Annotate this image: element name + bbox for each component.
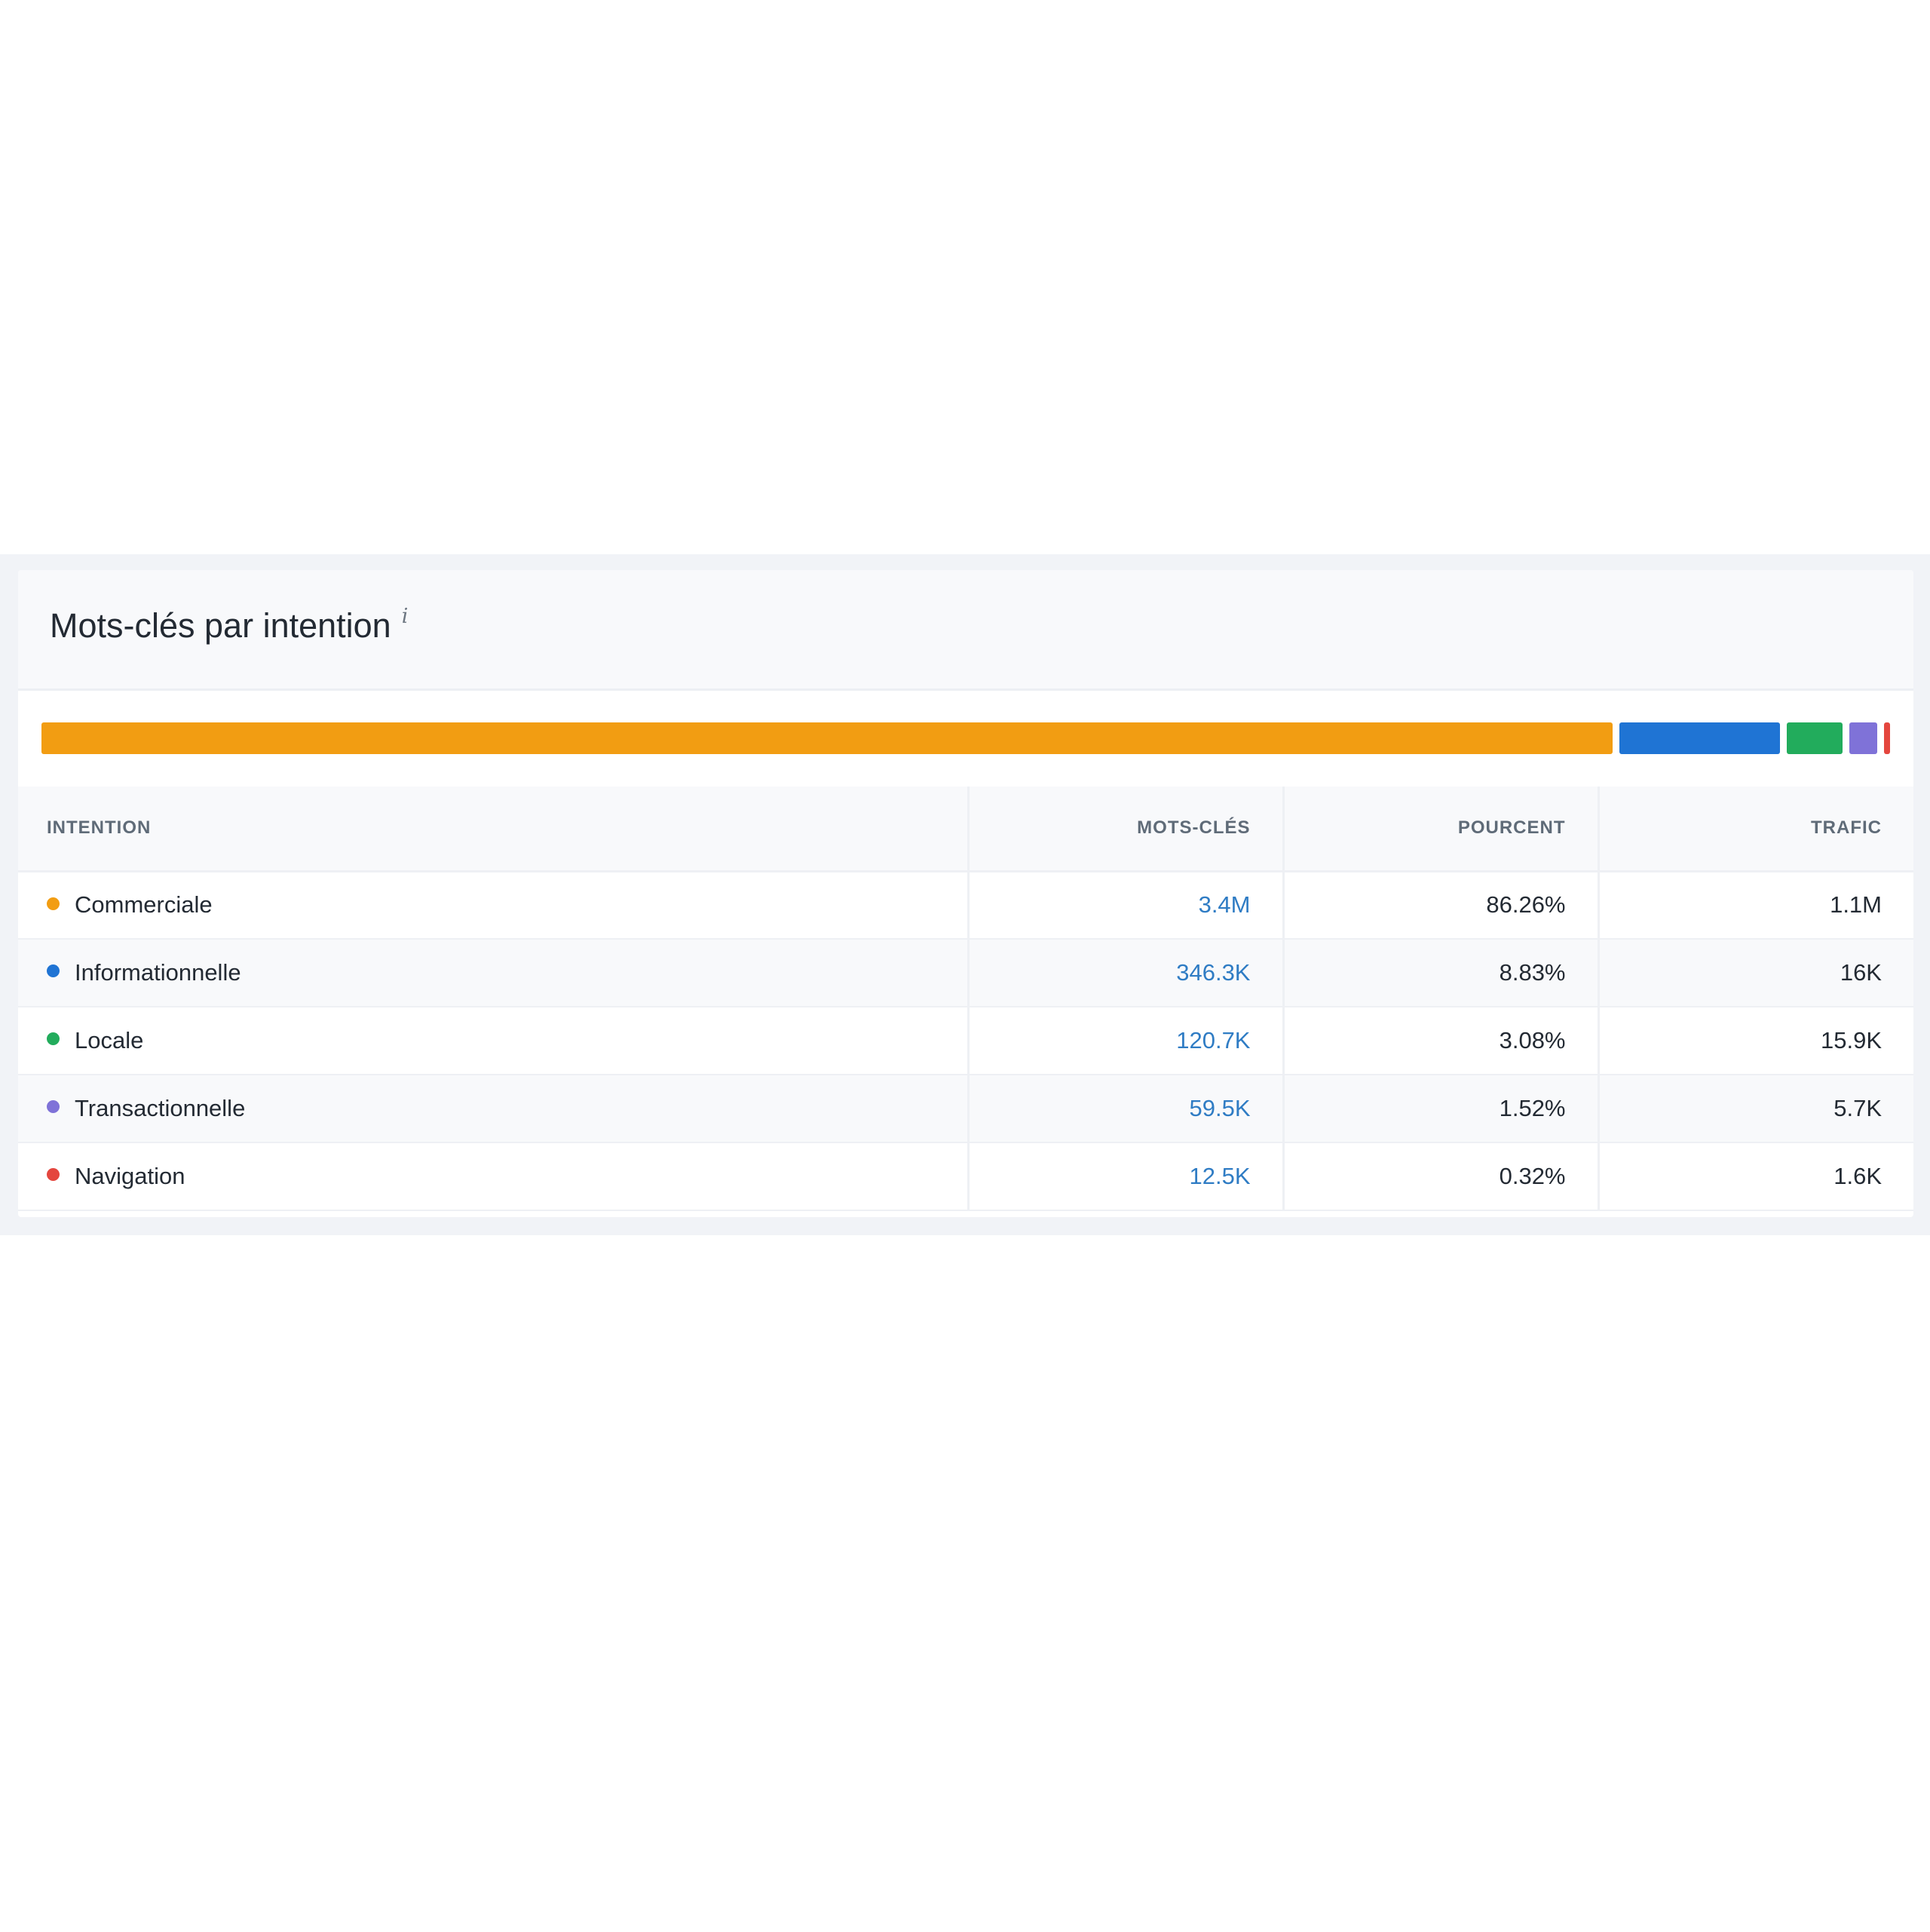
intent-name-cell: Navigation	[18, 1142, 970, 1211]
trafic-cell: 15.9K	[1598, 1007, 1913, 1075]
mots-cles-link[interactable]: 59.5K	[1189, 1095, 1251, 1121]
column-header-pourcent[interactable]: POURCENT	[1283, 787, 1600, 872]
intent-color-dot-icon	[47, 1032, 60, 1046]
table-header-row: INTENTION MOTS-CLÉS POURCENT TRAFIC	[18, 787, 1913, 872]
column-header-mots-cles[interactable]: MOTS-CLÉS	[968, 787, 1285, 872]
bar-segment-informationnelle[interactable]	[1619, 722, 1780, 754]
bar-segment-navigation[interactable]	[1884, 722, 1890, 754]
pourcent-cell: 8.83%	[1283, 939, 1600, 1007]
intent-color-dot-icon	[47, 1100, 60, 1114]
mots-cles-link[interactable]: 3.4M	[1198, 891, 1251, 918]
pourcent-cell: 3.08%	[1283, 1007, 1600, 1075]
mots-cles-cell: 120.7K	[968, 1007, 1285, 1075]
intent-color-dot-icon	[47, 1168, 60, 1182]
intent-name-cell: Locale	[18, 1007, 970, 1075]
intent-color-dot-icon	[47, 964, 60, 978]
intent-name-cell: Commerciale	[18, 871, 970, 940]
intent-distribution-bar	[41, 722, 1890, 754]
intent-name: Informationnelle	[75, 959, 241, 986]
pourcent-cell: 1.52%	[1283, 1075, 1600, 1143]
mots-cles-cell: 346.3K	[968, 939, 1285, 1007]
column-header-trafic[interactable]: TRAFIC	[1598, 787, 1913, 872]
intent-distribution-bar-area	[18, 691, 1913, 787]
card-title-text: Mots-clés par intention	[50, 606, 391, 645]
intent-name: Navigation	[75, 1163, 185, 1189]
intent-name: Transactionnelle	[75, 1095, 246, 1121]
mots-cles-cell: 12.5K	[968, 1142, 1285, 1211]
card-header: Mots-clés par intention i	[18, 570, 1913, 691]
column-header-intention[interactable]: INTENTION	[18, 787, 970, 872]
trafic-cell: 1.1M	[1598, 871, 1913, 940]
intent-name-cell: Transactionnelle	[18, 1075, 970, 1143]
mots-cles-cell: 59.5K	[968, 1075, 1285, 1143]
bar-segment-locale[interactable]	[1787, 722, 1843, 754]
table-row: Transactionnelle 59.5K 1.52% 5.7K	[18, 1075, 1913, 1143]
trafic-cell: 5.7K	[1598, 1075, 1913, 1143]
trafic-cell: 1.6K	[1598, 1142, 1913, 1211]
intent-name: Commerciale	[75, 891, 213, 918]
card-title: Mots-clés par intention i	[50, 605, 409, 646]
intent-name: Locale	[75, 1027, 144, 1053]
table-row: Locale 120.7K 3.08% 15.9K	[18, 1007, 1913, 1075]
info-icon[interactable]: i	[401, 605, 409, 628]
intent-card: Mots-clés par intention i INTENTION MOTS-…	[18, 570, 1913, 1217]
bar-segment-transactionnelle[interactable]	[1849, 722, 1877, 754]
intent-color-dot-icon	[47, 897, 60, 910]
mots-cles-link[interactable]: 12.5K	[1189, 1163, 1251, 1189]
pourcent-cell: 0.32%	[1283, 1142, 1600, 1211]
intent-name-cell: Informationnelle	[18, 939, 970, 1007]
mots-cles-link[interactable]: 120.7K	[1176, 1027, 1251, 1053]
table-row: Navigation 12.5K 0.32% 1.6K	[18, 1142, 1913, 1211]
mots-cles-cell: 3.4M	[968, 871, 1285, 940]
intent-table: INTENTION MOTS-CLÉS POURCENT TRAFIC Comm…	[18, 787, 1913, 1211]
pourcent-cell: 86.26%	[1283, 871, 1600, 940]
table-row: Commerciale 3.4M 86.26% 1.1M	[18, 871, 1913, 940]
table-row: Informationnelle 346.3K 8.83% 16K	[18, 939, 1913, 1007]
mots-cles-link[interactable]: 346.3K	[1176, 959, 1251, 986]
bar-segment-commerciale[interactable]	[41, 722, 1613, 754]
trafic-cell: 16K	[1598, 939, 1913, 1007]
